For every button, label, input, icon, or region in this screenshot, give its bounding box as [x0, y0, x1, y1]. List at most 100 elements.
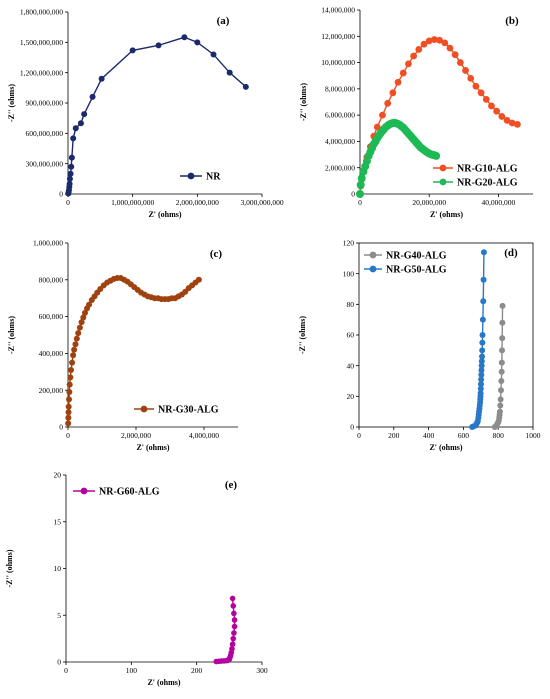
x-tick-label: 0	[66, 431, 70, 440]
y-tick-label: 4,000,000	[325, 137, 355, 146]
legend-label: NR-G40-ALG	[386, 251, 447, 262]
legend-entry: NR-G60-ALG	[73, 487, 160, 498]
x-tick-label: 200	[388, 431, 400, 440]
data-point	[451, 51, 459, 59]
data-point	[441, 39, 449, 47]
panel-label: (e)	[225, 479, 238, 491]
data-point	[493, 107, 501, 115]
x-tick-label: 1000	[526, 431, 541, 440]
data-point	[86, 301, 93, 308]
y-tick-label: 0	[57, 658, 61, 667]
series-nr	[65, 34, 249, 197]
legend-entry: NR-G50-ALG	[364, 265, 447, 276]
data-point	[514, 120, 521, 128]
data-point	[231, 623, 238, 630]
x-tick-label: 0	[66, 198, 70, 207]
data-point	[482, 95, 490, 103]
y-tick-label: 100	[343, 269, 355, 278]
data-point	[498, 113, 506, 120]
data-point	[497, 387, 504, 394]
y-tick-label: 1,200,000,000	[20, 68, 63, 77]
data-point	[430, 36, 438, 43]
data-point	[226, 69, 233, 76]
data-point	[229, 646, 235, 652]
legend-marker	[140, 405, 148, 413]
panel-label: (a)	[217, 15, 230, 27]
legend-marker	[369, 265, 377, 273]
data-point	[194, 39, 201, 46]
data-point	[478, 358, 485, 365]
data-point	[73, 335, 80, 342]
legend-marker	[439, 164, 447, 172]
panel-label: (b)	[505, 15, 519, 27]
data-point	[496, 408, 503, 415]
panel-label: (d)	[504, 247, 518, 259]
data-point	[68, 154, 75, 161]
y-tick-label: 20	[54, 471, 62, 480]
data-point	[77, 120, 84, 127]
y-tick-label: 900,000,000	[26, 99, 64, 108]
data-point	[499, 335, 506, 342]
y-tick-label: 14,000,000	[321, 6, 355, 15]
data-point	[70, 135, 77, 142]
data-point	[472, 82, 480, 90]
x-tick-label: 2,000,000,000	[176, 198, 219, 207]
data-point	[155, 42, 162, 49]
data-point	[478, 371, 485, 378]
series-nr-g60-alg	[213, 595, 238, 665]
data-point	[379, 111, 386, 119]
data-point	[503, 117, 511, 124]
data-point	[68, 366, 75, 373]
y-axis-title: -Z'' (ohms)	[5, 549, 14, 587]
data-point	[477, 385, 484, 392]
data-point	[432, 151, 441, 160]
data-point	[229, 595, 236, 602]
y-axis-title: -Z'' (ohms)	[7, 84, 16, 122]
y-tick-label: 10	[54, 564, 62, 573]
data-point	[480, 249, 487, 256]
data-point	[82, 309, 88, 316]
data-point	[356, 190, 364, 198]
y-tick-label: 6,000,000	[325, 111, 355, 120]
data-point	[415, 46, 423, 53]
y-tick-label: 10,000,000	[321, 58, 355, 67]
series-line	[67, 277, 200, 424]
y-tick-label: 40	[347, 361, 355, 370]
data-point	[65, 414, 72, 421]
legend-entry: NR-G30-ALG	[134, 405, 219, 416]
y-tick-label: 12,000,000	[321, 32, 355, 41]
data-point	[229, 641, 236, 648]
x-tick-label: 0	[64, 666, 68, 675]
data-point	[456, 59, 464, 66]
x-axis-title: Z' (ohms)	[136, 443, 169, 452]
y-tick-label: 600,000	[39, 312, 64, 321]
data-point	[78, 319, 85, 326]
x-axis-title: Z' (ohms)	[430, 210, 463, 219]
x-tick-label: 800	[493, 431, 505, 440]
y-tick-label: 800,000	[39, 275, 64, 284]
data-point	[231, 630, 237, 636]
data-point	[480, 276, 487, 283]
data-point	[399, 69, 407, 77]
data-point	[72, 341, 79, 348]
legend-marker	[187, 172, 195, 180]
data-point	[508, 119, 516, 127]
x-tick-label: 3,000,000,000	[240, 198, 283, 207]
y-tick-label: 1,000,000	[33, 239, 63, 248]
y-tick-label: 80	[347, 300, 355, 309]
data-point	[479, 332, 486, 338]
legend-marker	[439, 178, 447, 186]
series-line	[67, 36, 247, 194]
legend-label: NR-G60-ALG	[99, 487, 160, 498]
data-point	[66, 389, 73, 396]
x-axis-title: Z' (ohms)	[429, 443, 462, 452]
data-point	[479, 316, 486, 323]
data-point	[357, 174, 366, 183]
y-tick-label: 0	[59, 423, 63, 432]
data-point	[66, 180, 73, 187]
y-axis-title: -Z'' (ohms)	[7, 316, 16, 354]
data-point	[65, 403, 72, 410]
legend-entry: NR-G40-ALG	[364, 251, 447, 262]
series-nr-g30-alg	[65, 274, 202, 427]
